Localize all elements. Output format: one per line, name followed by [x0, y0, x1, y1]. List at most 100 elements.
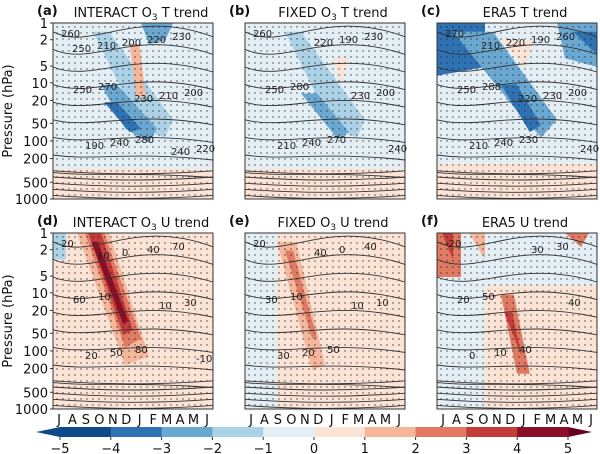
contour-label: 30 — [184, 298, 197, 309]
contour-label: 80 — [135, 345, 148, 356]
climatology-contour — [52, 398, 214, 403]
climatology-contour — [52, 172, 214, 179]
panel-frame — [244, 232, 406, 410]
panel-letter: (c) — [421, 4, 441, 19]
contour-label: 10 — [351, 301, 364, 312]
climatology-contour — [244, 188, 406, 193]
x-tick-label: A — [260, 413, 269, 428]
y-tick-label: 50 — [31, 117, 48, 132]
climatology-contour — [436, 44, 598, 55]
panel-title: FIXED O3 T trend — [278, 6, 387, 23]
x-tick-label: M — [545, 413, 556, 428]
contour-label: 10 — [98, 292, 111, 303]
y-tick-label: 5 — [40, 60, 48, 75]
contour-label: 60 — [73, 295, 86, 306]
contour-label: 40 — [364, 242, 377, 253]
x-tick-label: M — [572, 413, 583, 428]
contour-label: 200 — [376, 88, 395, 99]
colorbar-segment — [263, 427, 315, 437]
contour-label: 220 — [506, 38, 525, 49]
contour-label: 10 — [494, 348, 507, 359]
colorbar-segment — [466, 427, 518, 437]
contour-label: 10 — [290, 292, 303, 303]
climatology-contour — [436, 235, 598, 248]
climatology-contour — [244, 25, 406, 38]
contour-label: 240 — [494, 138, 513, 149]
colorbar-tick-label: −4 — [101, 442, 120, 454]
climatology-contour — [52, 291, 214, 301]
contour-label: 30 — [265, 295, 278, 306]
x-tick-label: J — [329, 413, 334, 428]
x-tick-label: N — [108, 413, 118, 428]
panel-title: INTERACT O3 T trend — [74, 6, 209, 23]
climatology-contour — [244, 346, 406, 353]
x-tick-label: A — [68, 413, 77, 428]
climatology-contour — [436, 254, 598, 265]
colorbar-segment — [60, 427, 112, 437]
contour-label: -20 — [445, 239, 461, 250]
panel-letter: (e) — [229, 214, 250, 229]
climatology-contour — [244, 62, 406, 73]
contour-label: 190 — [85, 141, 104, 152]
y-tick-label: 10 — [31, 287, 48, 302]
y-tick-label: 1 — [40, 17, 48, 32]
contour-label: 260 — [253, 29, 272, 40]
contour-label: 0 — [339, 245, 345, 256]
contour-label: 20 — [61, 239, 74, 250]
contour-label: 10 — [376, 298, 389, 309]
colorbar-tick-label: −1 — [254, 442, 273, 454]
climatology-contour — [244, 386, 406, 391]
climatology-contour — [244, 382, 406, 389]
climatology-contour — [244, 182, 406, 187]
contour-label: 250 — [265, 85, 284, 96]
x-tick-label: J — [588, 413, 593, 428]
contour-label: 250 — [73, 85, 92, 96]
y-tick-label: 10 — [31, 77, 48, 92]
climatology-contour — [244, 172, 406, 179]
contour-label: 250 — [72, 44, 91, 55]
significance-stippling — [245, 233, 405, 409]
climatology-contour — [52, 136, 214, 143]
x-tick-label: S — [274, 413, 282, 428]
contour-label: 288 — [482, 82, 501, 93]
y-tick-label: 500 — [23, 176, 48, 191]
contour-label: 210 — [469, 141, 488, 152]
climatology-contour — [436, 172, 598, 179]
x-tick-label: F — [533, 413, 540, 428]
panel-b: 260 280 270 230 250 240 190 200 210 220 230 240 FIXE… — [229, 4, 407, 200]
climatology-contour — [436, 291, 598, 301]
colorbar-tick-label: −5 — [50, 442, 69, 454]
contour-label: 210 — [97, 41, 116, 52]
contour-label: 210 — [277, 141, 296, 152]
colorbar-extend-min — [36, 427, 60, 437]
contour-label: 240 — [580, 144, 599, 155]
contour-label: 240 — [302, 138, 321, 149]
climatology-contour — [52, 309, 214, 318]
significance-stippling — [437, 23, 597, 199]
climatology-contour — [244, 291, 406, 301]
climatology-contour — [52, 44, 214, 55]
x-tick-label: O — [286, 413, 296, 428]
contour-label: 190 — [531, 35, 550, 46]
climatology-contour — [436, 176, 598, 181]
climatology-contour — [52, 62, 214, 73]
contour-label: 230 — [134, 94, 153, 105]
climatology-contour — [436, 364, 598, 371]
contour-label: 20 — [302, 348, 315, 359]
contour-label: 200 — [184, 88, 203, 99]
contour-label: 260 — [556, 32, 575, 43]
y-tick-label: 100 — [23, 135, 48, 150]
colorbar-segment — [110, 427, 163, 437]
climatology-contour — [436, 309, 598, 318]
colorbar-segment — [212, 427, 264, 437]
climatology-contour — [436, 62, 598, 73]
climatology-contour — [436, 328, 598, 336]
x-tick-label: O — [94, 413, 104, 428]
x-tick-label: O — [478, 413, 488, 428]
climatology-contour — [52, 346, 214, 353]
panel-e: 20 10 50 40 30 20 0 10 30 40 10 FIXED O3 U trend (e)… — [229, 214, 406, 428]
climatology-contour — [436, 405, 598, 409]
contour-label: 280 — [135, 135, 154, 146]
contour-label: 270 — [327, 135, 346, 146]
contour-label: 50 — [327, 345, 340, 356]
